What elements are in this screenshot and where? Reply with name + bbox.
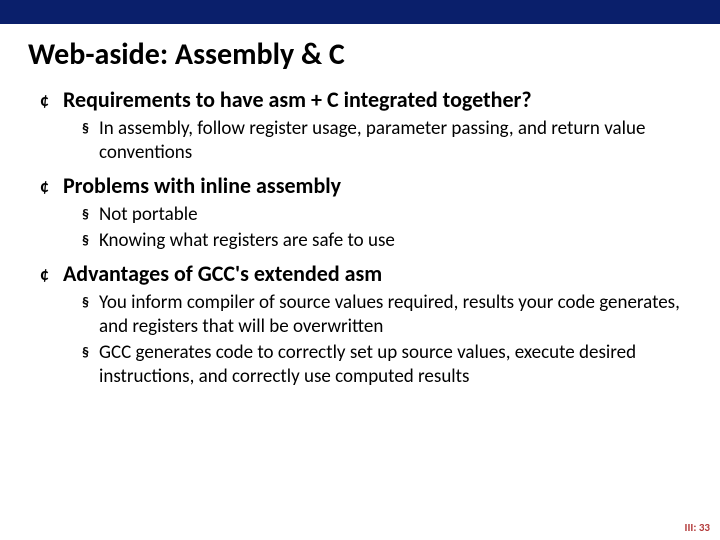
l2-label: In assembly, follow register usage, para… (99, 117, 690, 165)
top-bar (0, 0, 720, 24)
l2-list: § In assembly, follow register usage, par… (40, 117, 690, 165)
l1-bullet-icon: ¢ (40, 173, 49, 199)
l2-bullet-icon: § (82, 229, 89, 253)
l2-bullet-icon: § (82, 203, 89, 227)
l2-label: Not portable (99, 203, 198, 227)
l2-list: § Not portable § Knowing what registers are… (40, 203, 690, 253)
l2-item: § Knowing what registers are safe to use (82, 229, 690, 253)
l2-bullet-icon: § (82, 291, 89, 315)
l1-item: ¢ Problems with inline assembly § Not porta… (40, 173, 690, 253)
slide-title: Web-aside: Assembly & C (0, 24, 720, 83)
l2-bullet-icon: § (82, 117, 89, 141)
l1-label: Advantages of GCC's extended asm (63, 261, 382, 287)
l1-item: ¢ Advantages of GCC's extended asm § You in… (40, 261, 690, 389)
l2-label: GCC generates code to correctly set up s… (99, 341, 690, 389)
l2-bullet-icon: § (82, 341, 89, 365)
l2-item: § Not portable (82, 203, 690, 227)
l2-item: § In assembly, follow register usage, par… (82, 117, 690, 165)
l2-item: § GCC generates code to correctly set up … (82, 341, 690, 389)
l2-item: § You inform compiler of source values re… (82, 291, 690, 339)
l1-label: Requirements to have asm + C integrated … (63, 87, 532, 113)
l2-list: § You inform compiler of source values re… (40, 291, 690, 389)
l1-item: ¢ Requirements to have asm + C integrated… (40, 87, 690, 165)
l2-label: You inform compiler of source values req… (99, 291, 690, 339)
l1-bullet-icon: ¢ (40, 261, 49, 287)
l1-label: Problems with inline assembly (63, 173, 341, 199)
main-list: ¢ Requirements to have asm + C integrated… (40, 87, 690, 389)
slide-number: III: 33 (685, 521, 710, 534)
l2-label: Knowing what registers are safe to use (99, 229, 395, 253)
l1-bullet-icon: ¢ (40, 87, 49, 113)
content-area: ¢ Requirements to have asm + C integrated… (0, 83, 720, 389)
